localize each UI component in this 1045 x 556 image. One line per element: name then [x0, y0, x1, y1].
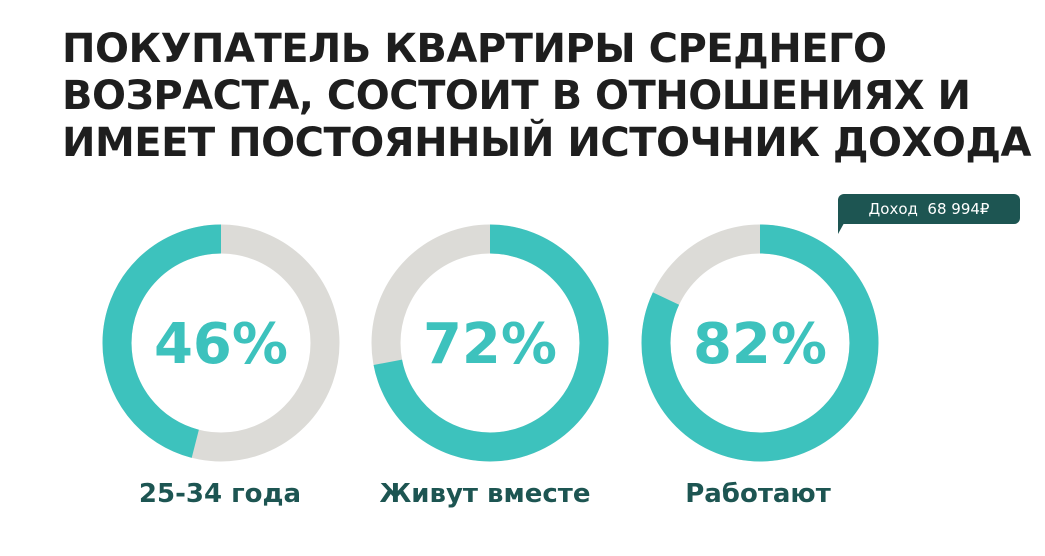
donut-value-arc-living-together	[371, 224, 609, 462]
caption-working: Работают	[685, 479, 831, 509]
title-line-2: ВОЗРАСТА, СОСТОИТ В ОТНОШЕНИЯХ И	[62, 73, 971, 119]
donut-value-arc-working	[641, 224, 879, 462]
caption-living-together: Живут вместе	[379, 479, 591, 509]
page-title: ПОКУПАТЕЛЬ КВАРТИРЫ СРЕДНЕГО ВОЗРАСТА, С…	[62, 26, 1031, 167]
title-line-1: ПОКУПАТЕЛЬ КВАРТИРЫ СРЕДНЕГО	[62, 26, 887, 72]
donut-chart-living-together: 72%	[371, 224, 609, 462]
income-value: 68 994₽	[927, 200, 990, 218]
donut-percent-label-age: 46%	[154, 312, 288, 377]
caption-age: 25-34 года	[138, 479, 302, 509]
income-label: Доход	[868, 200, 918, 218]
donut-chart-age: 46%	[102, 224, 340, 462]
title-line-3: ИМЕЕТ ПОСТОЯННЫЙ ИСТОЧНИК ДОХОДА	[62, 120, 1031, 166]
donut-percent-label-working: 82%	[693, 312, 827, 377]
donut-percent-label-living-together: 72%	[423, 312, 557, 377]
income-tooltip-tail	[838, 216, 848, 234]
income-tooltip: Доход 68 994₽	[838, 194, 1020, 224]
donut-value-arc-age	[102, 224, 340, 462]
donut-chart-working: 82%	[641, 224, 879, 462]
